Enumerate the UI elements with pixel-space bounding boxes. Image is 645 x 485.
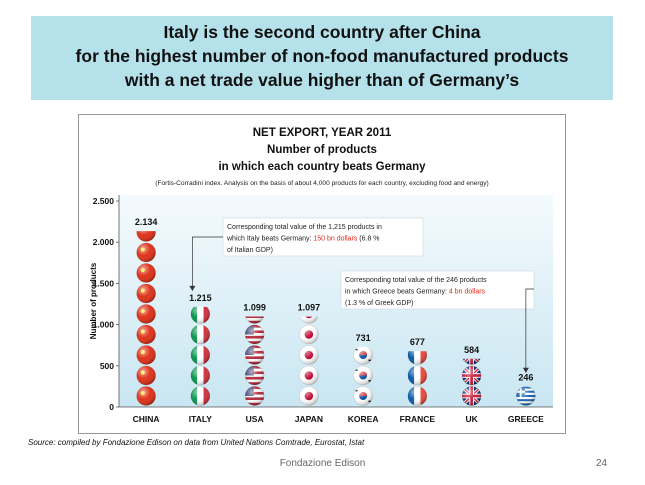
y-axis-label: Number of products bbox=[89, 262, 98, 339]
annotation-greece-line: in which Greece beats Germany: 4 bn doll… bbox=[345, 289, 486, 296]
y-tick-label: 1.500 bbox=[93, 278, 115, 288]
annotation-greece-line: Corresponding total value of the 246 pro… bbox=[345, 277, 487, 284]
value-label-greece: 246 bbox=[518, 373, 533, 383]
value-label-korea: 731 bbox=[356, 333, 371, 343]
y-tick-label: 500 bbox=[100, 361, 114, 371]
annotation-italy-line: of Italian GDP) bbox=[227, 247, 273, 254]
x-tick-label-japan: JAPAN bbox=[295, 414, 323, 424]
annotation-italy-line: which Italy beats Germany: 150 bn dollar… bbox=[226, 236, 380, 243]
x-tick-label-greece: GREECE bbox=[508, 414, 544, 424]
source-note: Source: compiled by Fondazione Edison on… bbox=[28, 438, 365, 447]
chart-title-line-2: Number of products bbox=[267, 144, 377, 156]
value-label-china: 2.134 bbox=[135, 217, 158, 227]
annotation-italy-arrow bbox=[189, 236, 223, 291]
x-tick-label-italy: ITALY bbox=[189, 414, 212, 424]
bar-usa bbox=[244, 316, 265, 406]
y-tick-label: 1.000 bbox=[93, 320, 115, 330]
page-number: 24 bbox=[596, 458, 608, 469]
annotation-italy: Corresponding total value of the 1,215 p… bbox=[222, 217, 424, 257]
annotation-greece: Corresponding total value of the 246 pro… bbox=[340, 270, 535, 310]
annotation-greece-line: (1.3 % of Greek GDP) bbox=[345, 300, 413, 307]
net-export-chart: NET EXPORT, YEAR 2011 Number of products… bbox=[89, 127, 553, 424]
bar-greece bbox=[516, 386, 536, 406]
banner-line-2: for the highest number of non-food manuf… bbox=[75, 46, 569, 66]
y-tick-label: 0 bbox=[109, 402, 114, 412]
chart-title-line-1: NET EXPORT, YEAR 2011 bbox=[253, 127, 392, 139]
value-label-france: 677 bbox=[410, 337, 425, 347]
bar-korea bbox=[353, 346, 373, 406]
banner-line-3: with a net trade value higher than of Ge… bbox=[124, 70, 520, 90]
bar-france bbox=[407, 351, 428, 406]
annotation-italy-line: Corresponding total value of the 1,215 p… bbox=[227, 224, 382, 231]
x-tick-label-usa: USA bbox=[246, 414, 264, 424]
chart-subtitle: (Fortis-Corradini index. Analysis on the… bbox=[155, 180, 488, 187]
y-tick-label: 2.500 bbox=[93, 196, 115, 206]
footer-text: Fondazione Edison bbox=[279, 458, 366, 469]
bar-italy bbox=[190, 306, 211, 406]
value-label-usa: 1.099 bbox=[243, 302, 266, 312]
x-tick-label-korea: KOREA bbox=[348, 414, 379, 424]
chart-title-line-3: in which each country beats Germany bbox=[218, 161, 426, 173]
x-tick-label-france: FRANCE bbox=[400, 414, 436, 424]
value-label-italy: 1.215 bbox=[189, 293, 212, 303]
y-tick-label: 2.000 bbox=[93, 237, 115, 247]
chart-frame: NET EXPORT, YEAR 2011 Number of products… bbox=[78, 114, 566, 434]
x-tick-label-uk: UK bbox=[465, 414, 478, 424]
bar-uk bbox=[461, 358, 482, 406]
bar-china bbox=[136, 231, 156, 406]
banner-line-1: Italy is the second country after China bbox=[163, 22, 481, 42]
slide-banner: Italy is the second country after China … bbox=[31, 16, 613, 100]
value-label-uk: 584 bbox=[464, 345, 479, 355]
bar-japan bbox=[299, 316, 319, 406]
annotation-greece-arrow bbox=[522, 288, 534, 373]
value-label-japan: 1.097 bbox=[298, 303, 321, 313]
x-tick-label-china: CHINA bbox=[133, 414, 160, 424]
